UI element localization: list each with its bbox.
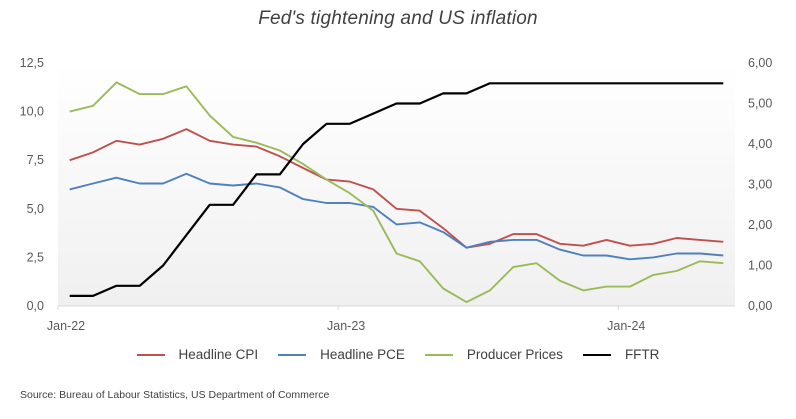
- legend-swatch: [424, 353, 453, 356]
- source-note: Source: Bureau of Labour Statistics, US …: [20, 389, 330, 401]
- y-right-tick-label: 4,00: [748, 137, 772, 151]
- y-right-tick-label: 1,00: [748, 259, 772, 273]
- y-right-tick-label: 2,00: [748, 218, 772, 232]
- y-left-tick-labels: 0,0 2,5 5,0 7,5 10,0 12,5: [20, 56, 44, 313]
- y-right-tick-label: 3,00: [748, 178, 772, 192]
- series-line-headline-pce: [69, 172, 724, 261]
- legend-swatch: [136, 353, 165, 356]
- y-right-tick-label: 5,00: [748, 97, 772, 111]
- y-left-tick-label: 7,5: [27, 153, 44, 167]
- legend-label: FFTR: [624, 347, 660, 362]
- legend-swatch: [278, 353, 307, 356]
- series-lines: [69, 81, 724, 304]
- y-right-tick-labels: 0,00 1,00 2,00 3,00 4,00 5,00 6,00: [748, 56, 772, 313]
- legend-label: Headline CPI: [178, 347, 259, 362]
- legend-item-fftr: FFTR: [582, 347, 660, 362]
- legend-swatch: [582, 353, 611, 356]
- y-right-tick-label: 6,00: [748, 56, 772, 70]
- y-right-tick-label: 0,00: [748, 299, 772, 313]
- legend: Headline CPI Headline PCE Producer Prices F…: [0, 347, 796, 362]
- y-left-tick-label: 10,0: [20, 105, 44, 119]
- legend-label: Producer Prices: [466, 347, 563, 362]
- series-line-fftr: [69, 82, 724, 297]
- y-left-tick-label: 12,5: [20, 56, 44, 70]
- x-tick-label: Jan-24: [607, 319, 645, 333]
- x-tick-label: Jan-22: [47, 319, 85, 333]
- series-line-headline-cpi: [69, 128, 724, 249]
- x-tick-label: Jan-23: [327, 319, 365, 333]
- legend-item-headline-cpi: Headline CPI: [136, 347, 259, 362]
- y-left-tick-label: 2,5: [27, 250, 44, 264]
- series-line-producer-prices: [69, 81, 724, 304]
- y-left-tick-label: 0,0: [27, 299, 44, 313]
- chart-title: Fed's tightening and US inflation: [258, 8, 538, 29]
- legend-label: Headline PCE: [320, 347, 405, 362]
- chart-plot: 0,0 2,5 5,0 7,5 10,0 12,5 0,00 1,00 2,00 3,00 4,0…: [20, 56, 773, 333]
- x-tick-labels: Jan-22 Jan-23 Jan-24: [47, 306, 645, 333]
- y-left-tick-label: 5,0: [27, 202, 44, 216]
- legend-item-producer-prices: Producer Prices: [424, 347, 563, 362]
- legend-item-headline-pce: Headline PCE: [278, 347, 405, 362]
